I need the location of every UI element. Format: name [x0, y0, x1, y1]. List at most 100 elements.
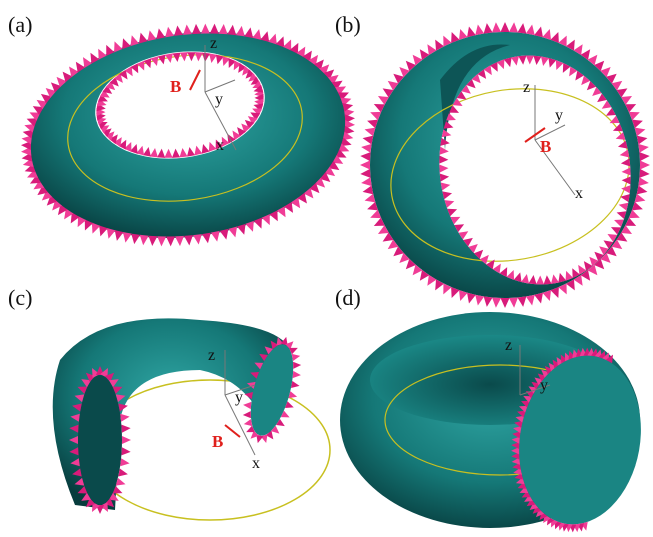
- spin-spike: [293, 371, 301, 378]
- spin-spike: [492, 22, 501, 32]
- spin-spike: [501, 22, 510, 32]
- spin-spike: [202, 144, 210, 154]
- spin-spike: [211, 231, 220, 242]
- spin-spike: [243, 402, 251, 409]
- spin-spike: [122, 436, 131, 444]
- axis-label: y: [540, 377, 548, 394]
- spin-spike: [174, 25, 183, 35]
- panel-label: (d): [335, 285, 361, 310]
- axis-label: x: [252, 455, 260, 472]
- spin-spike: [194, 146, 202, 156]
- spin-spike: [484, 296, 493, 306]
- spin-spike: [164, 149, 172, 158]
- panel-label: (b): [335, 12, 361, 37]
- spin-spike: [121, 425, 130, 433]
- spin-spike: [526, 25, 535, 36]
- spin-spike: [192, 24, 201, 34]
- axis-label: y: [215, 91, 223, 108]
- spin-spike: [157, 236, 166, 246]
- spin-spike: [475, 295, 484, 306]
- spin-spike: [509, 297, 518, 307]
- axis-label: z: [208, 347, 215, 364]
- spin-spike: [363, 186, 374, 195]
- spin-spike: [227, 25, 236, 35]
- spin-spike: [509, 22, 518, 32]
- spin-spike: [166, 236, 175, 246]
- spin-spike: [156, 28, 165, 39]
- spin-spike: [184, 235, 193, 245]
- spin-spike: [118, 404, 128, 412]
- spin-spike: [363, 136, 374, 145]
- spin-spike: [193, 234, 202, 244]
- spin-spike: [475, 25, 484, 36]
- spin-spike: [484, 23, 493, 33]
- spin-spike: [180, 52, 188, 61]
- spin-spike: [638, 177, 648, 186]
- spin-spike: [179, 148, 187, 157]
- spin-spike: [360, 152, 370, 161]
- panel-label: (c): [8, 285, 32, 310]
- field-label: B: [212, 432, 223, 451]
- axis-label: z: [523, 79, 530, 96]
- spin-spike: [244, 419, 253, 426]
- spin-spike: [492, 297, 501, 307]
- spin-spike: [121, 447, 130, 455]
- spin-spike: [210, 24, 219, 34]
- spin-spike: [175, 236, 184, 246]
- spin-spike: [640, 161, 650, 170]
- spin-spike: [219, 24, 228, 34]
- field-arrow: [190, 70, 200, 90]
- spin-spike: [131, 234, 140, 245]
- spin-spike: [183, 24, 192, 34]
- axis-label: x: [575, 185, 583, 202]
- section-c1: [78, 375, 122, 505]
- spin-spike: [517, 23, 526, 33]
- spin-spike: [172, 149, 180, 158]
- spin-spike: [123, 232, 132, 243]
- spin-spike: [157, 149, 165, 158]
- spin-spike: [187, 52, 195, 61]
- panel-label: (a): [8, 12, 32, 37]
- spin-spike: [202, 233, 211, 244]
- spin-spike: [360, 161, 370, 170]
- spin-spike: [291, 381, 300, 388]
- spin-spike: [120, 414, 129, 422]
- axis-label: z: [210, 35, 217, 52]
- spin-spike: [202, 53, 210, 62]
- spin-spike: [143, 147, 151, 157]
- spin-spike: [118, 469, 128, 477]
- figure: (a) z y x B (b) z y x B (c) z y x B (d) …: [0, 0, 653, 537]
- spin-spike: [140, 235, 149, 245]
- spin-spike: [243, 411, 251, 418]
- axis-label: x: [216, 137, 224, 154]
- spin-spike: [292, 354, 301, 361]
- spin-spike: [136, 146, 144, 156]
- spin-spike: [361, 177, 371, 186]
- spin-spike: [236, 26, 245, 37]
- spin-spike: [195, 52, 203, 61]
- field-label: B: [170, 77, 181, 96]
- spin-spike: [637, 136, 648, 145]
- spin-spike: [360, 169, 370, 178]
- spin-spike: [501, 298, 510, 308]
- spin-spike: [639, 152, 649, 161]
- spin-spike: [201, 24, 210, 34]
- spin-spike: [187, 147, 195, 157]
- spin-spike: [148, 236, 157, 246]
- axis-label: z: [505, 337, 512, 354]
- field-arrow: [225, 425, 240, 437]
- axis-label: y: [555, 107, 563, 124]
- spin-spike: [244, 27, 253, 38]
- spin-spike: [120, 458, 129, 466]
- spin-spike: [639, 169, 649, 178]
- spin-spike: [638, 144, 648, 153]
- spin-spike: [150, 148, 158, 157]
- spin-spike: [165, 27, 174, 38]
- spin-spike: [209, 53, 217, 63]
- axis-label: y: [235, 389, 243, 406]
- spin-spike: [637, 186, 648, 195]
- spin-spike: [293, 362, 301, 369]
- spin-spike: [526, 295, 535, 306]
- spin-spike: [517, 296, 526, 306]
- spin-spike: [361, 144, 371, 153]
